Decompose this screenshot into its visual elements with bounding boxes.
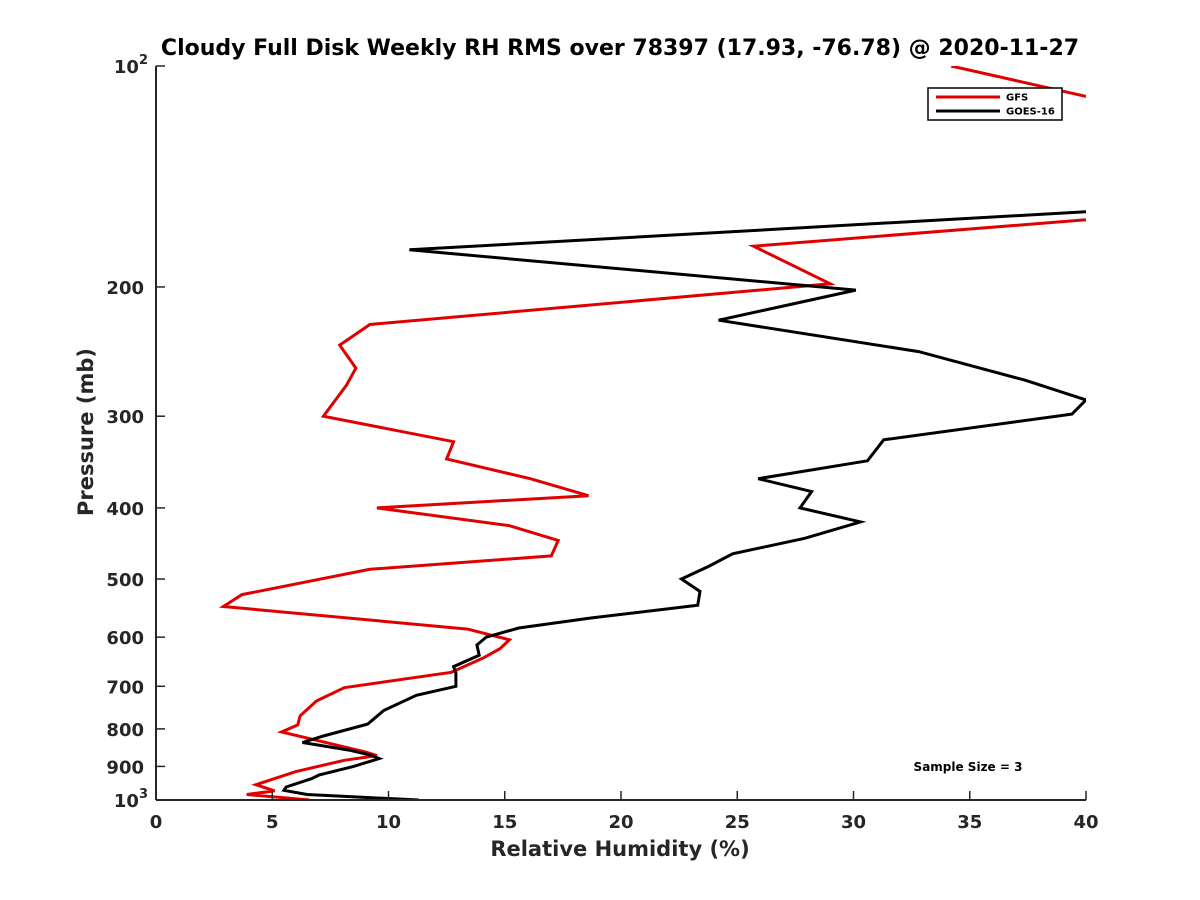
y-tick-base: 10 (114, 791, 139, 812)
series-line-gfs (218, 66, 1086, 800)
legend-label: GOES-16 (1006, 107, 1055, 118)
y-tick-label: 700 (106, 677, 144, 698)
y-tick-label: 500 (106, 570, 144, 591)
x-axis-label: Relative Humidity (%) (490, 837, 749, 861)
plot-area: 0 5 10 15 20 25 30 35 40102200300400500600700800… (106, 53, 1098, 833)
x-tick-label: 30 (841, 812, 866, 833)
series-line-goes-16 (281, 210, 1086, 800)
sample-size-annotation: Sample Size = 3 (914, 760, 1023, 774)
x-tick-label: 5 (266, 812, 279, 833)
x-tick-label: 15 (492, 812, 517, 833)
x-tick-label: 35 (957, 812, 982, 833)
x-tick-label: 0 (150, 812, 163, 833)
y-tick-label: 300 (106, 407, 144, 428)
legend: GFS GOES-16 (927, 87, 1063, 121)
chart-title: Cloudy Full Disk Weekly RH RMS over 7839… (161, 36, 1079, 61)
legend-box (927, 87, 1063, 121)
y-tick-label: 900 (106, 757, 144, 778)
x-tick-label: 20 (608, 812, 633, 833)
y-axis-label: Pressure (mb) (74, 348, 98, 516)
y-tick-label: 400 (106, 499, 144, 520)
y-tick-base: 10 (114, 57, 139, 78)
x-tick-label: 10 (376, 812, 401, 833)
y-tick-label: 200 (106, 278, 144, 299)
y-tick-label: 800 (106, 720, 144, 741)
legend-label: GFS (1006, 93, 1028, 104)
y-tick-label: 103 (114, 787, 148, 812)
x-tick-label: 40 (1073, 812, 1098, 833)
y-tick-exponent: 2 (139, 53, 148, 68)
y-tick-label: 600 (106, 628, 144, 649)
x-tick-label: 25 (725, 812, 750, 833)
y-tick-exponent: 3 (139, 787, 148, 802)
y-tick-label: 102 (114, 53, 148, 78)
